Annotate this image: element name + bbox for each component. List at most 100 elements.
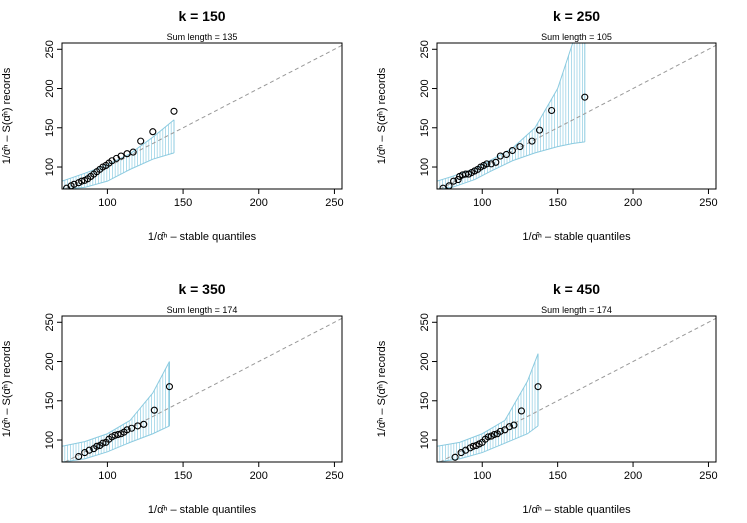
data-point (165, 383, 174, 391)
data-point (496, 427, 504, 435)
data-point (505, 423, 513, 431)
x-axis-label: 1/α̂ⁿ – stable quantiles (148, 231, 257, 243)
y-tick-label: 150 (44, 392, 56, 410)
x-tick-label: 200 (250, 197, 268, 209)
x-tick-label: 100 (98, 470, 116, 482)
x-tick-label: 150 (548, 470, 566, 482)
y-axis-label: 1/α̂ⁿ – S(α̂ⁿ) records (1, 67, 13, 164)
plot-frame (61, 315, 343, 463)
data-point (490, 430, 498, 439)
plot-frame (436, 315, 717, 463)
data-point (93, 442, 101, 450)
y-tick-label: 250 (419, 40, 431, 58)
data-point (516, 143, 524, 151)
data-point (508, 146, 516, 155)
data-point (85, 446, 93, 454)
data-point (450, 177, 458, 185)
data-point (484, 433, 492, 441)
data-point (129, 148, 137, 156)
band-lower-edge (437, 141, 585, 189)
data-point (487, 160, 495, 168)
data-point (149, 128, 157, 136)
band-lower-edge (62, 152, 175, 189)
data-point (451, 453, 459, 461)
x-tick-label: 200 (624, 470, 642, 482)
data-point (536, 126, 544, 134)
points (451, 383, 542, 461)
y-axis-label: 1/α̂ⁿ – S(α̂ⁿ) records (376, 340, 388, 437)
confidence-band (62, 361, 170, 462)
data-point (483, 160, 491, 168)
data-point (502, 150, 510, 159)
data-point (128, 424, 136, 432)
y-tick-label: 150 (419, 392, 431, 410)
data-point (548, 106, 556, 115)
panel-title: k = 350 (178, 281, 225, 297)
data-point (75, 452, 83, 461)
panel-subtitle: Sum length = 105 (541, 32, 612, 42)
x-tick-label: 250 (699, 197, 717, 209)
y-tick-label: 200 (419, 79, 431, 97)
x-tick-label: 100 (98, 197, 116, 209)
panel-1: k = 150 Sum length = 135 100 150 200 250 100 15… (1, 8, 344, 243)
data-point (581, 93, 589, 101)
x-axis-label: 1/α̂ⁿ – stable quantiles (522, 231, 631, 243)
data-point (99, 439, 107, 447)
x-axis-label: 1/α̂ⁿ – stable quantiles (522, 504, 631, 516)
x-tick-label: 100 (473, 197, 491, 209)
x-tick-label: 150 (174, 197, 192, 209)
data-point (492, 158, 500, 166)
band-lower-edge (62, 425, 170, 462)
band-lower-edge (437, 425, 539, 462)
data-point (150, 406, 158, 414)
data-point (114, 430, 122, 439)
data-point (117, 152, 125, 160)
data-point (534, 383, 542, 391)
panel-title: k = 250 (553, 8, 600, 24)
points (439, 93, 589, 189)
y-tick-label: 250 (419, 313, 431, 331)
y-tick-label: 100 (419, 158, 431, 176)
y-tick-label: 200 (419, 352, 431, 370)
points (75, 383, 174, 461)
x-tick-label: 200 (250, 470, 268, 482)
y-tick-label: 200 (44, 79, 56, 97)
data-point (528, 137, 536, 145)
y-tick-label: 100 (44, 158, 56, 176)
x-tick-label: 250 (325, 197, 343, 209)
x-tick-label: 150 (174, 470, 192, 482)
y-tick-label: 100 (44, 431, 56, 449)
reference-line (439, 44, 716, 189)
x-tick-label: 100 (473, 470, 491, 482)
x-axis-label: 1/α̂ⁿ – stable quantiles (148, 504, 257, 516)
panel-subtitle: Sum length = 174 (541, 305, 612, 315)
panel-title: k = 450 (553, 281, 600, 297)
data-point (140, 420, 148, 428)
plot-frame (61, 42, 343, 190)
data-point (70, 180, 78, 188)
y-tick-label: 150 (419, 119, 431, 137)
x-tick-label: 200 (624, 197, 642, 209)
panel-4: k = 450 Sum length = 174 100 150 200 250 100 15… (376, 281, 718, 516)
data-point (510, 421, 518, 429)
panel-subtitle: Sum length = 135 (167, 32, 238, 42)
panel-3: k = 350 Sum length = 174 100 150 200 250 100 15… (1, 281, 344, 516)
confidence-band (437, 43, 586, 189)
points (62, 107, 178, 189)
data-point (469, 442, 477, 450)
data-point (517, 407, 526, 415)
band-upper-edge (62, 119, 175, 182)
band-upper-edge (437, 353, 539, 447)
band-upper-edge (62, 361, 170, 447)
y-tick-label: 250 (44, 40, 56, 58)
data-point (123, 426, 131, 434)
y-tick-label: 200 (44, 352, 56, 370)
data-point (439, 184, 447, 189)
y-axis-label: 1/α̂ⁿ – S(α̂ⁿ) records (1, 340, 13, 437)
panel-title: k = 150 (178, 8, 225, 24)
panel-2: k = 250 Sum length = 105 100 150 200 250 100 15… (376, 8, 718, 243)
data-point (170, 107, 178, 115)
data-point (137, 137, 145, 145)
y-tick-label: 100 (419, 431, 431, 449)
